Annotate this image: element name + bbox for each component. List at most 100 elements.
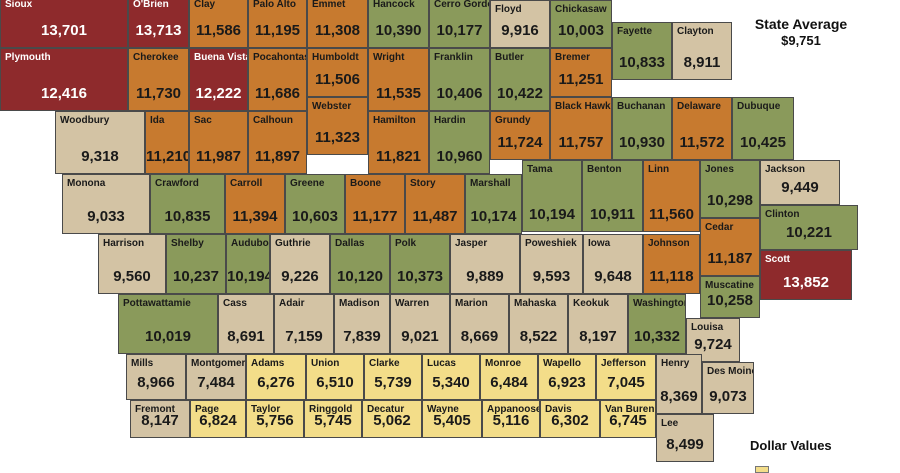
- county-name: Cass: [223, 298, 247, 309]
- county-name: Crawford: [155, 178, 199, 189]
- county-pottawattamie: Pottawattamie 10,019: [118, 294, 218, 354]
- county-benton: Benton 10,911: [582, 160, 643, 232]
- state-average-box: State Average $9,751: [736, 16, 866, 49]
- county-marion: Marion 8,669: [450, 294, 509, 354]
- county-name: Butler: [495, 52, 524, 63]
- county-name: Black Hawk: [555, 101, 611, 112]
- county-value: 11,724: [497, 134, 543, 151]
- county-value: 9,889: [466, 268, 504, 285]
- county-name: Story: [410, 178, 436, 189]
- county-scott: Scott 13,852: [760, 250, 852, 300]
- county-value: 6,824: [199, 412, 237, 429]
- county-lucas: Lucas 5,340: [422, 354, 480, 400]
- county-value: 8,911: [683, 54, 721, 71]
- county-decatur: Decatur 5,062: [362, 400, 422, 438]
- county-value: 11,686: [254, 85, 301, 102]
- county-name: Johnson: [648, 238, 690, 249]
- county-name: Page: [195, 404, 219, 415]
- county-value: 5,340: [432, 374, 470, 391]
- county-name: Fremont: [135, 404, 175, 415]
- county-name: Wayne: [427, 404, 459, 415]
- county-name: Mills: [131, 358, 154, 369]
- county-value: 7,159: [285, 328, 323, 345]
- county-name: Louisa: [691, 322, 724, 333]
- legend-title: Dollar Values: [750, 438, 832, 453]
- county-tama: Tama 10,194: [522, 160, 582, 232]
- county-polk: Polk 10,373: [390, 234, 450, 294]
- county-name: Montgomery: [191, 358, 246, 369]
- county-value: 11,323: [314, 129, 361, 146]
- county-name: Monona: [67, 178, 106, 189]
- county-value: 7,045: [607, 374, 645, 391]
- county-value: 10,298: [707, 192, 753, 209]
- county-value: 10,237: [173, 268, 219, 285]
- county-name: Buena Vista: [194, 52, 248, 63]
- county-name: Chickasaw: [555, 4, 607, 15]
- county-clinton: Clinton 10,221: [760, 205, 858, 250]
- county-name: Sac: [194, 115, 212, 126]
- county-value: 5,405: [433, 412, 471, 429]
- county-name: Lee: [661, 418, 679, 429]
- county-bremer: Bremer 11,251: [550, 48, 612, 97]
- county-name: Guthrie: [275, 238, 311, 249]
- county-butler: Butler 10,422: [490, 48, 550, 111]
- county-hardin: Hardin 10,960: [429, 111, 490, 174]
- county-name: O'Brien: [133, 0, 169, 10]
- county-plymouth: Plymouth 12,416: [0, 48, 128, 111]
- county-name: Cherokee: [133, 52, 179, 63]
- county-name: Boone: [350, 178, 382, 189]
- county-value: 7,484: [197, 374, 235, 391]
- county-name: Grundy: [495, 115, 531, 126]
- county-clarke: Clarke 5,739: [364, 354, 422, 400]
- county-sioux: Sioux 13,701: [0, 0, 128, 48]
- county-delaware: Delaware 11,572: [672, 97, 732, 160]
- county-hamilton: Hamilton 11,821: [368, 111, 429, 174]
- county-name: Henry: [661, 358, 690, 369]
- county-name: Marshall: [470, 178, 511, 189]
- county-name: Hamilton: [373, 115, 416, 126]
- county-value: 11,394: [232, 208, 278, 225]
- county-name: Polk: [395, 238, 417, 249]
- county-name: Harrison: [103, 238, 145, 249]
- county-value: 7,839: [343, 328, 381, 345]
- county-value: 9,226: [281, 268, 319, 285]
- county-fayette: Fayette 10,833: [612, 22, 672, 80]
- county-monona: Monona 9,033: [62, 174, 150, 234]
- county-name: Jones: [705, 164, 734, 175]
- county-floyd: Floyd 9,916: [490, 0, 550, 48]
- county-name: Marion: [455, 298, 488, 309]
- county-name: Palo Alto: [253, 0, 296, 10]
- county-name: Hancock: [373, 0, 415, 10]
- county-value: 10,911: [589, 206, 636, 223]
- county-name: Audubon: [231, 238, 269, 249]
- county-warren: Warren 9,021: [390, 294, 450, 354]
- county-adams: Adams 6,276: [246, 354, 306, 400]
- county-muscatine: Muscatine 10,258: [700, 276, 760, 318]
- county-name: Appanoose: [487, 404, 540, 415]
- county-value: 5,745: [314, 412, 352, 429]
- county-greene: Greene 10,603: [285, 174, 345, 234]
- county-ringgold: Ringgold 5,745: [304, 400, 362, 438]
- county-name: Poweshiek: [525, 238, 577, 249]
- county-name: Floyd: [495, 4, 522, 15]
- county-name: Washington: [633, 298, 686, 309]
- county-washington: Washington 10,332: [628, 294, 686, 354]
- county-name: Monroe: [485, 358, 522, 369]
- county-name: Wapello: [543, 358, 581, 369]
- county-page: Page 6,824: [190, 400, 246, 438]
- county-wayne: Wayne 5,405: [422, 400, 482, 438]
- county-value: 11,308: [314, 22, 361, 39]
- county-value: 9,021: [401, 328, 439, 345]
- state-average-value: $9,751: [781, 33, 821, 48]
- county-value: 12,416: [41, 85, 87, 102]
- county-mahaska: Mahaska 8,522: [509, 294, 568, 354]
- county-van-buren: Van Buren 6,745: [600, 400, 656, 438]
- county-name: Cedar: [705, 222, 734, 233]
- county-value: 10,835: [164, 208, 211, 225]
- county-adair: Adair 7,159: [274, 294, 334, 354]
- state-average-title: State Average: [754, 16, 848, 32]
- county-value: 11,210: [146, 148, 189, 165]
- county-sac: Sac 11,987: [189, 111, 248, 174]
- county-hancock: Hancock 10,390: [368, 0, 429, 48]
- county-value: 10,603: [292, 208, 338, 225]
